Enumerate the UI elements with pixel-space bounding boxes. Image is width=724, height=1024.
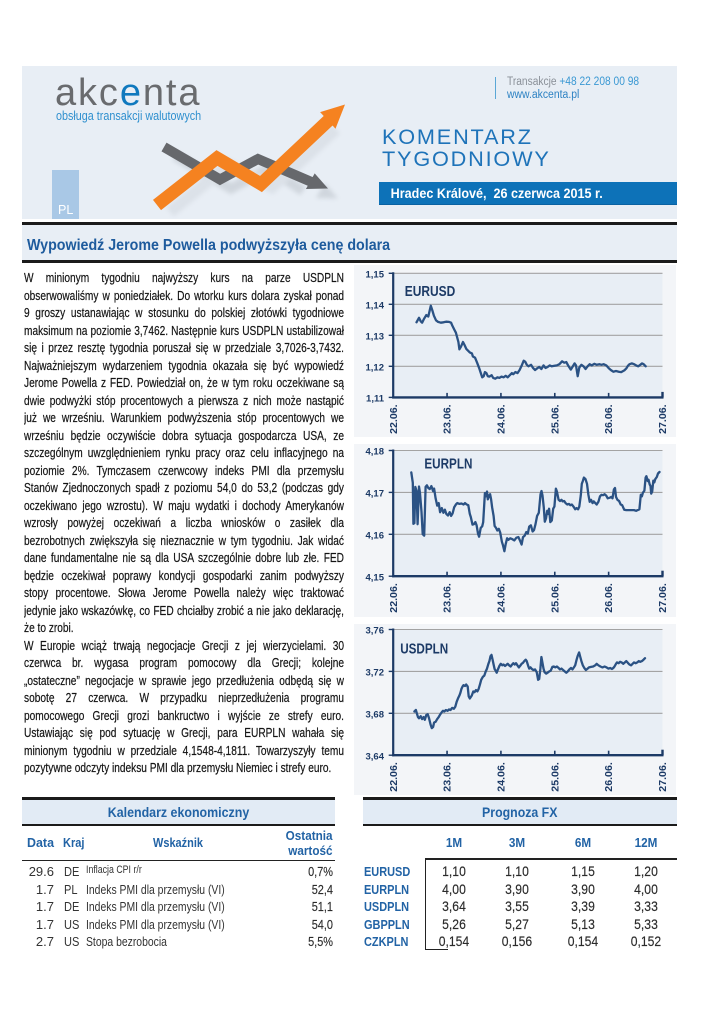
svg-text:24.06.: 24.06. <box>497 582 508 612</box>
svg-text:27.06.: 27.06. <box>658 404 669 434</box>
svg-text:USDPLN: USDPLN <box>400 641 448 657</box>
svg-text:23.06.: 23.06. <box>443 761 454 791</box>
svg-text:25.06.: 25.06. <box>550 582 561 612</box>
svg-text:4,16: 4,16 <box>366 530 385 541</box>
svg-text:EURUSD: EURUSD <box>405 284 456 300</box>
svg-text:1,13: 1,13 <box>366 331 385 342</box>
svg-text:24.06.: 24.06. <box>497 404 508 434</box>
svg-text:1,12: 1,12 <box>366 362 385 373</box>
svg-text:22.06.: 22.06. <box>389 582 400 612</box>
svg-text:26.06.: 26.06. <box>604 761 615 791</box>
svg-text:23.06.: 23.06. <box>443 404 454 434</box>
svg-text:3,64: 3,64 <box>366 751 385 762</box>
svg-text:25.06.: 25.06. <box>550 761 561 791</box>
svg-text:4,18: 4,18 <box>366 446 385 457</box>
svg-text:27.06.: 27.06. <box>658 761 669 791</box>
svg-text:27.06.: 27.06. <box>658 582 669 612</box>
svg-text:25.06.: 25.06. <box>550 404 561 434</box>
svg-text:EURPLN: EURPLN <box>424 456 472 472</box>
svg-text:4,17: 4,17 <box>366 488 385 499</box>
svg-text:3,72: 3,72 <box>366 667 385 678</box>
svg-text:3,68: 3,68 <box>366 709 385 720</box>
svg-text:3,76: 3,76 <box>366 625 385 636</box>
svg-text:1,14: 1,14 <box>366 300 385 311</box>
svg-text:24.06.: 24.06. <box>497 761 508 791</box>
svg-text:23.06.: 23.06. <box>443 582 454 612</box>
svg-text:22.06.: 22.06. <box>389 761 400 791</box>
svg-text:1,15: 1,15 <box>366 269 385 280</box>
svg-text:1,11: 1,11 <box>366 393 385 404</box>
svg-text:22.06.: 22.06. <box>389 404 400 434</box>
svg-text:4,15: 4,15 <box>366 572 385 583</box>
svg-text:26.06.: 26.06. <box>604 404 615 434</box>
svg-text:26.06.: 26.06. <box>604 582 615 612</box>
